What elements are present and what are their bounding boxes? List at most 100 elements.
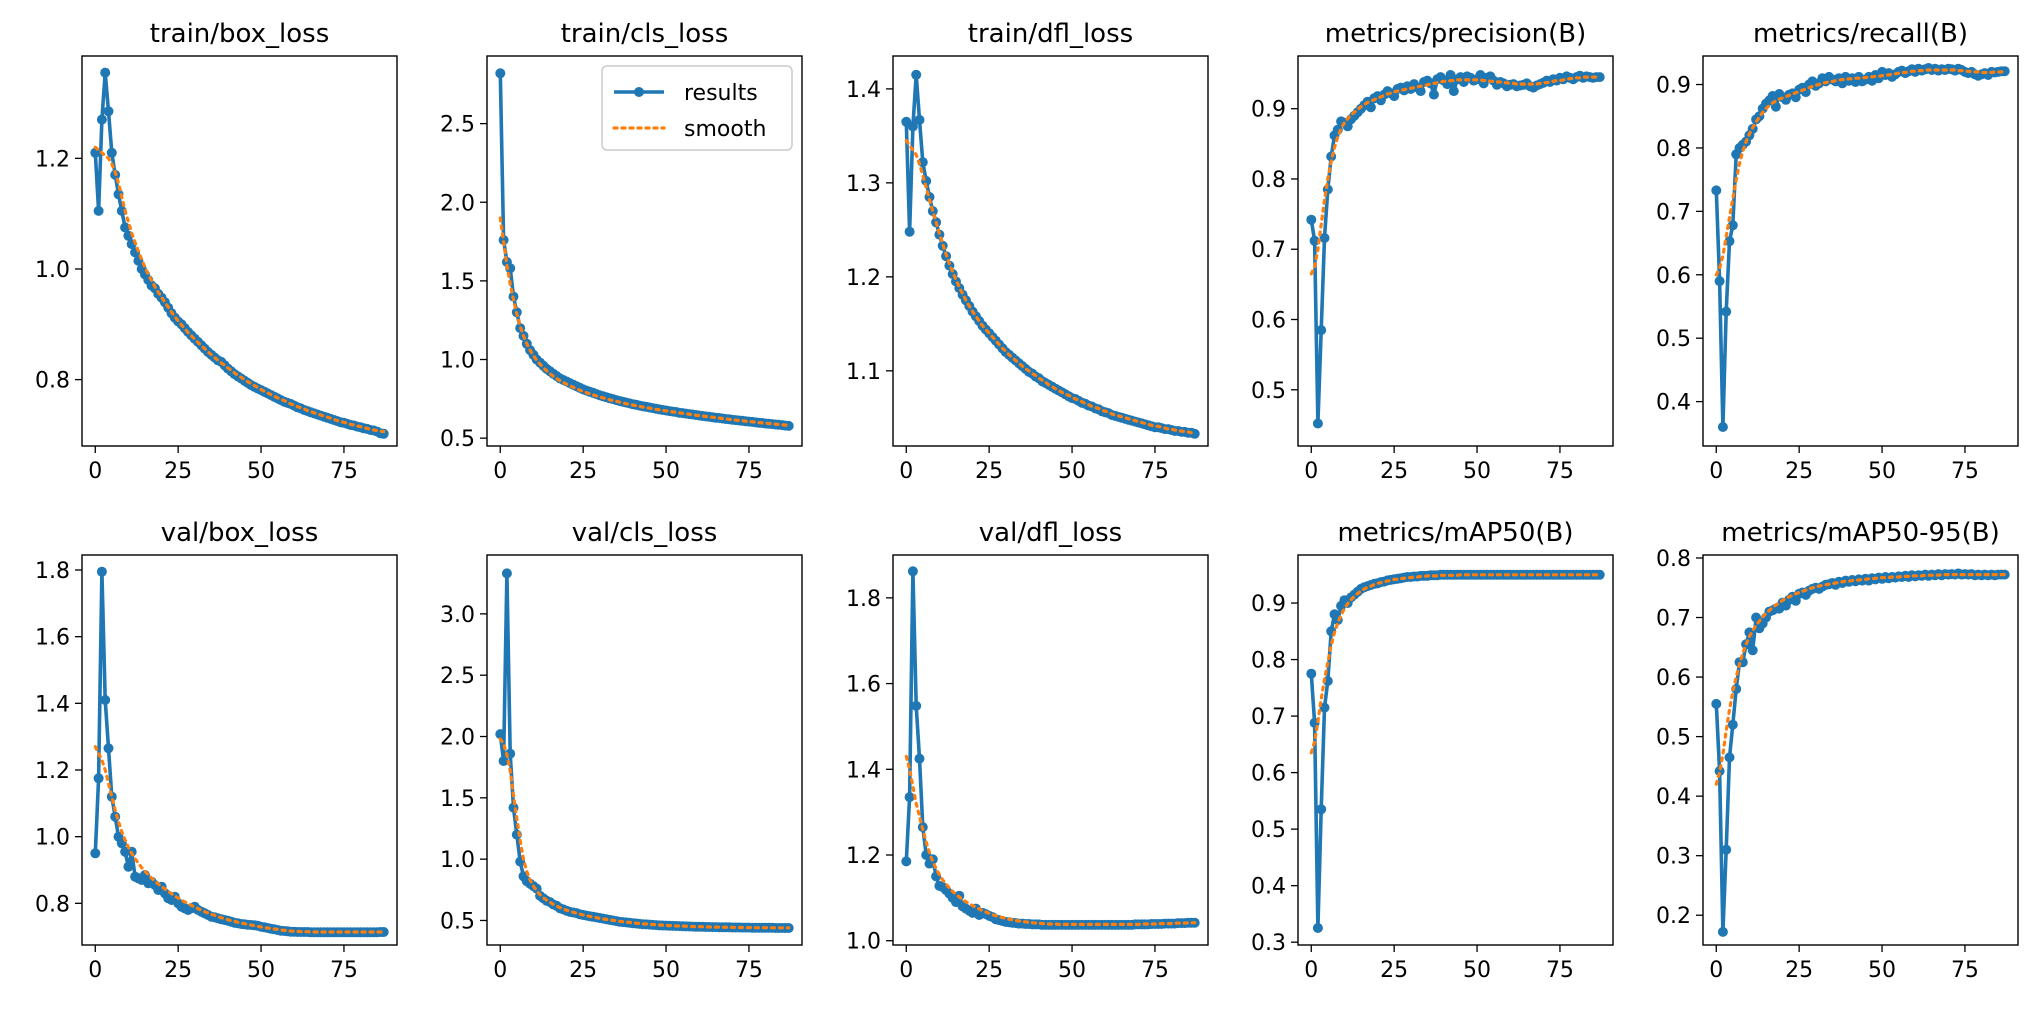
- y-tick-label: 0.6: [1656, 666, 1691, 691]
- x-tick-label: 50: [1058, 958, 1086, 983]
- x-tick-label: 0: [493, 958, 507, 983]
- plot-area: [1711, 568, 2010, 937]
- smooth-line: [93, 145, 386, 434]
- y-tick-label: 0.5: [440, 909, 475, 934]
- results-point: [1316, 804, 1327, 815]
- x-tick-label: 25: [164, 459, 192, 484]
- plot-area: [1306, 70, 1605, 429]
- x-tick-label: 75: [1951, 958, 1979, 983]
- results-point: [914, 753, 925, 764]
- x-tick-label: 25: [1380, 958, 1408, 983]
- y-tick-label: 1.0: [440, 349, 475, 374]
- smooth-line: [498, 737, 791, 930]
- results-point: [904, 792, 915, 803]
- x-tick-label: 75: [330, 958, 358, 983]
- x-tick-label: 25: [1785, 459, 1813, 484]
- results-point: [106, 147, 117, 158]
- results-point: [1727, 220, 1738, 231]
- results-line: [1309, 73, 1600, 426]
- results-point: [1714, 766, 1725, 777]
- y-tick-label: 0.3: [1656, 845, 1691, 870]
- y-tick-label: 1.2: [35, 759, 70, 784]
- y-tick-label: 0.6: [1251, 762, 1286, 787]
- subplot-metrics-map50-b: metrics/mAP50(B) 0 25 50 75 0.3 0.4 0.5 0.6 0.7 0.…: [1251, 518, 1614, 983]
- axes-frame: [892, 55, 1209, 447]
- subplot-title: val/dfl_loss: [979, 518, 1122, 548]
- y-tick-label: 0.5: [1656, 327, 1691, 352]
- y-tick-label: 0.9: [1656, 74, 1691, 99]
- smooth-line: [1714, 68, 2007, 277]
- axes-frame: [892, 554, 1209, 946]
- subplot-metrics-precision-b: metrics/precision(B) 0 25 50 75 0.5 0.6 0.7 0.8 0…: [1251, 19, 1614, 484]
- y-tick-label: 0.8: [1251, 168, 1286, 193]
- results-point: [93, 773, 104, 784]
- results-point: [96, 114, 107, 125]
- y-tick-label: 2.5: [440, 664, 475, 689]
- results-point: [1309, 235, 1320, 246]
- subplot-val-cls-loss: val/cls_loss 0 25 50 75 0.5 1.0 1.5 2.0 2.5 3.0: [440, 518, 803, 983]
- plot-area: [901, 566, 1200, 930]
- results-point: [1717, 926, 1728, 937]
- subplot-title: metrics/recall(B): [1753, 19, 1968, 49]
- x-tick-label: 0: [88, 459, 102, 484]
- plot-area: [90, 67, 389, 439]
- y-tick-label: 1.5: [440, 787, 475, 812]
- axes-frame: [81, 55, 398, 447]
- subplot-val-box-loss: val/box_loss 0 25 50 75 0.8 1.0 1.2 1.4 1.6 1.8: [35, 518, 398, 983]
- plot-area: [1711, 63, 2010, 432]
- legend: results smooth: [601, 65, 793, 151]
- axes-frame: [81, 554, 398, 946]
- results-point: [1415, 86, 1426, 97]
- y-tick-label: 0.3: [1251, 931, 1286, 956]
- subplot-title: metrics/mAP50(B): [1337, 518, 1573, 548]
- results-point: [1428, 89, 1439, 100]
- y-tick-label: 2.0: [440, 726, 475, 751]
- x-tick-label: 75: [1546, 958, 1574, 983]
- x-tick-label: 75: [735, 958, 763, 983]
- plot-area: [1306, 569, 1605, 933]
- y-tick-label: 0.5: [1251, 379, 1286, 404]
- results-line: [1309, 572, 1600, 930]
- x-tick-label: 25: [1380, 459, 1408, 484]
- y-tick-label: 0.4: [1656, 391, 1691, 416]
- y-tick-label: 3.0: [440, 603, 475, 628]
- y-tick-label: 0.9: [1251, 98, 1286, 123]
- y-tick-label: 0.5: [1656, 726, 1691, 751]
- x-tick-label: 25: [975, 958, 1003, 983]
- x-tick-label: 0: [88, 958, 102, 983]
- y-tick-label: 0.8: [1656, 547, 1691, 572]
- y-tick-label: 0.8: [1251, 649, 1286, 674]
- results-point: [103, 106, 114, 117]
- y-tick-label: 0.4: [1251, 875, 1286, 900]
- smooth-line: [1309, 75, 1602, 276]
- x-tick-label: 50: [1868, 459, 1896, 484]
- y-tick-label: 1.3: [846, 172, 881, 197]
- x-tick-label: 0: [1709, 958, 1723, 983]
- results-point: [100, 695, 111, 705]
- x-tick-label: 25: [1785, 958, 1813, 983]
- results-point: [1189, 428, 1200, 439]
- y-tick-label: 0.6: [1251, 309, 1286, 334]
- x-tick-label: 0: [899, 459, 913, 484]
- results-point: [907, 121, 918, 132]
- legend-smooth-label: smooth: [684, 117, 766, 142]
- results-point: [783, 420, 794, 431]
- y-tick-label: 1.4: [846, 758, 881, 783]
- y-tick-label: 1.0: [35, 258, 70, 283]
- x-tick-label: 75: [1546, 459, 1574, 484]
- results-point: [1365, 102, 1376, 113]
- results-point: [914, 114, 925, 125]
- x-tick-label: 75: [735, 459, 763, 484]
- y-tick-label: 1.8: [846, 587, 881, 612]
- x-tick-label: 50: [1058, 459, 1086, 484]
- results-point: [498, 235, 509, 245]
- results-point: [911, 700, 922, 711]
- subplot-title: train/cls_loss: [561, 19, 729, 49]
- y-tick-label: 0.5: [440, 427, 475, 452]
- y-tick-label: 0.7: [1251, 238, 1286, 263]
- results-point: [911, 69, 922, 80]
- plot-area: [90, 566, 389, 938]
- results-point: [1747, 645, 1758, 656]
- x-tick-label: 75: [1141, 958, 1169, 983]
- y-tick-label: 1.4: [35, 692, 70, 717]
